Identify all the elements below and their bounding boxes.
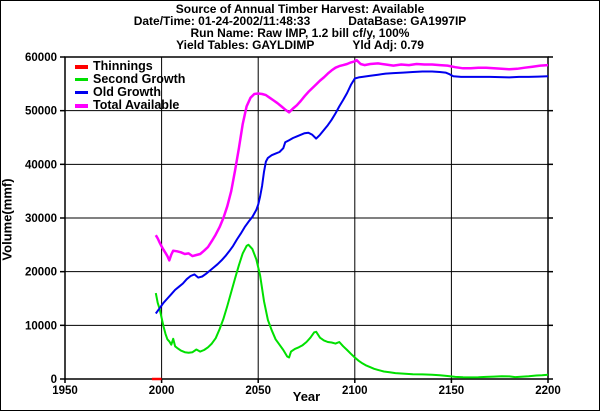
yield-tables-value: Yield Tables: GAYLDIMP — [176, 38, 315, 52]
x-tick-label: 2050 — [245, 385, 271, 397]
x-axis-title: Year — [292, 389, 321, 404]
legend: Thinnings Second Growth Old Growth Total Av… — [75, 60, 185, 112]
legend-label: Old Growth — [93, 85, 162, 99]
y-tick-label: 40000 — [25, 159, 57, 171]
series-line-total-available — [154, 58, 549, 262]
legend-item-second-growth: Second Growth — [75, 73, 185, 86]
series-line-second-growth — [154, 243, 549, 379]
x-tick-label: 2100 — [342, 385, 368, 397]
x-tick-label: 2000 — [149, 385, 175, 397]
y-tick-label: 0 — [51, 374, 57, 386]
yield-adj-value: Yld Adj: 0.79 — [352, 38, 424, 52]
y-tick-label: 10000 — [25, 320, 57, 332]
run-name-value: Run Name: Raw IMP, 1.2 bill cf/y, 100% — [190, 26, 410, 40]
header-line2: Date/Time: 01-24-2002/11:48:33 DataBase:… — [1, 15, 599, 27]
y-tick-label: 20000 — [25, 267, 57, 279]
legend-label: Second Growth — [93, 72, 186, 86]
database-value: DataBase: GA1997IP — [348, 14, 467, 28]
date-time-value: Date/Time: 01-24-2002/11:48:33 — [133, 14, 311, 28]
y-tick-label: 30000 — [25, 213, 57, 225]
legend-swatch-icon — [75, 103, 88, 108]
legend-item-old-growth: Old Growth — [75, 86, 185, 99]
legend-item-total-available: Total Available — [75, 99, 185, 112]
y-axis-title: Volume(mmf) — [0, 178, 15, 261]
header-line4: Yield Tables: GAYLDIMP Yld Adj: 0.79 — [1, 39, 599, 51]
x-tick-label: 2200 — [535, 385, 561, 397]
chart-title: Source of Annual Timber Harvest: Availab… — [175, 2, 425, 16]
x-tick-label: 2150 — [439, 385, 465, 397]
chart-header: Source of Annual Timber Harvest: Availab… — [1, 3, 599, 51]
legend-label: Thinnings — [93, 59, 153, 73]
x-tick-label: 1950 — [52, 385, 78, 397]
legend-label: Total Available — [93, 98, 180, 112]
legend-swatch-icon — [75, 64, 88, 69]
y-tick-label: 50000 — [25, 106, 57, 118]
legend-swatch-icon — [75, 78, 88, 81]
legend-item-thinnings: Thinnings — [75, 60, 185, 73]
series-line-old-growth — [154, 70, 549, 315]
legend-swatch-icon — [75, 91, 88, 94]
y-tick-label: 60000 — [25, 52, 57, 64]
